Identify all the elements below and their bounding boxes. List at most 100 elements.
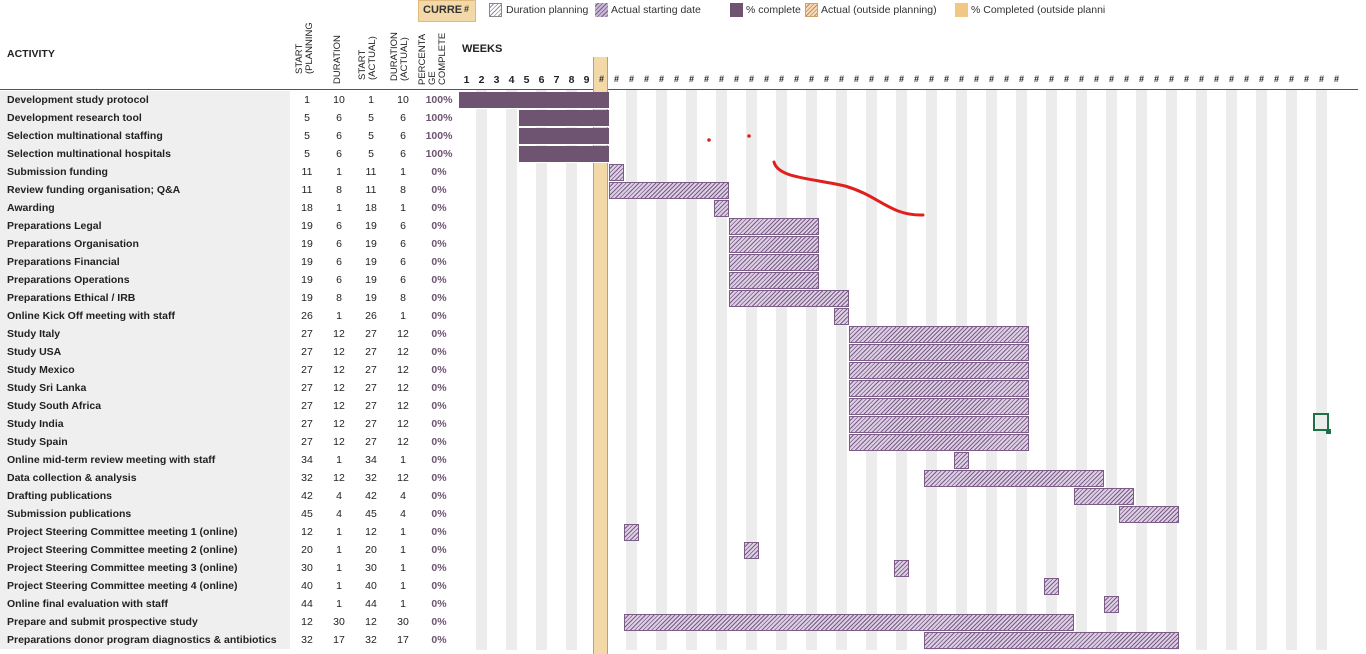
duration-cell[interactable]: 1 [336,166,342,178]
percent-complete-cell[interactable]: 0% [431,256,447,268]
duration-cell[interactable]: 1 [336,310,342,322]
activity-name-cell[interactable]: Project Steering Committee meeting 1 (on… [0,523,290,541]
duration-actual-cell[interactable]: 8 [400,292,406,304]
duration-actual-cell[interactable]: 17 [397,634,409,646]
start-planning-cell[interactable]: 42 [301,490,313,502]
duration-cell[interactable]: 1 [336,454,342,466]
duration-actual-cell[interactable]: 1 [400,544,406,556]
start-planning-cell[interactable]: 27 [301,364,313,376]
duration-actual-cell[interactable]: 1 [400,580,406,592]
start-actual-cell[interactable]: 27 [365,436,377,448]
duration-actual-cell[interactable]: 12 [397,418,409,430]
start-planning-cell[interactable]: 5 [304,112,310,124]
start-planning-cell[interactable]: 19 [301,256,313,268]
start-planning-cell[interactable]: 27 [301,436,313,448]
duration-cell[interactable]: 10 [333,94,345,106]
duration-cell[interactable]: 12 [333,328,345,340]
start-actual-cell[interactable]: 19 [365,256,377,268]
start-actual-cell[interactable]: 19 [365,238,377,250]
duration-actual-cell[interactable]: 1 [400,310,406,322]
duration-actual-cell[interactable]: 1 [400,166,406,178]
activity-name-cell[interactable]: Project Steering Committee meeting 4 (on… [0,577,290,595]
duration-actual-cell[interactable]: 6 [400,274,406,286]
activity-name-cell[interactable]: Data collection & analysis [0,469,290,487]
duration-actual-cell[interactable]: 4 [400,508,406,520]
duration-actual-cell[interactable]: 6 [400,112,406,124]
activity-name-cell[interactable]: Project Steering Committee meeting 3 (on… [0,559,290,577]
duration-cell[interactable]: 6 [336,130,342,142]
percent-complete-cell[interactable]: 100% [425,148,453,160]
activity-name-cell[interactable]: Study Spain [0,433,290,451]
percent-complete-cell[interactable]: 100% [425,130,453,142]
percent-complete-cell[interactable]: 0% [431,364,447,376]
duration-cell[interactable]: 8 [336,184,342,196]
duration-actual-cell[interactable]: 12 [397,346,409,358]
start-planning-cell[interactable]: 5 [304,148,310,160]
activity-name-cell[interactable]: Study India [0,415,290,433]
start-actual-cell[interactable]: 27 [365,364,377,376]
percent-complete-cell[interactable]: 0% [431,454,447,466]
start-planning-cell[interactable]: 34 [301,454,313,466]
duration-cell[interactable]: 12 [333,346,345,358]
activity-name-cell[interactable]: Selection multinational staffing [0,127,290,145]
duration-actual-cell[interactable]: 6 [400,130,406,142]
start-actual-cell[interactable]: 1 [368,94,374,106]
duration-actual-cell[interactable]: 1 [400,598,406,610]
activity-name-cell[interactable]: Drafting publications [0,487,290,505]
duration-cell[interactable]: 6 [336,256,342,268]
activity-name-cell[interactable]: Submission funding [0,163,290,181]
start-planning-cell[interactable]: 44 [301,598,313,610]
duration-cell[interactable]: 12 [333,418,345,430]
duration-cell[interactable]: 6 [336,238,342,250]
duration-cell[interactable]: 1 [336,202,342,214]
activity-name-cell[interactable]: Prepare and submit prospective study [0,613,290,631]
duration-cell[interactable]: 6 [336,112,342,124]
percent-complete-cell[interactable]: 0% [431,238,447,250]
start-planning-cell[interactable]: 27 [301,400,313,412]
start-actual-cell[interactable]: 27 [365,400,377,412]
start-planning-cell[interactable]: 27 [301,328,313,340]
activity-name-cell[interactable]: Awarding [0,199,290,217]
start-planning-cell[interactable]: 30 [301,562,313,574]
activity-name-cell[interactable]: Preparations donor program diagnostics &… [0,631,290,649]
percent-complete-cell[interactable]: 100% [425,112,453,124]
duration-cell[interactable]: 1 [336,580,342,592]
start-planning-cell[interactable]: 32 [301,472,313,484]
activity-name-cell[interactable]: Development study protocol [0,91,290,109]
duration-actual-cell[interactable]: 12 [397,328,409,340]
percent-complete-cell[interactable]: 0% [431,184,447,196]
percent-complete-cell[interactable]: 0% [431,292,447,304]
start-actual-cell[interactable]: 5 [368,112,374,124]
duration-actual-cell[interactable]: 6 [400,238,406,250]
start-actual-cell[interactable]: 20 [365,544,377,556]
start-actual-cell[interactable]: 32 [365,634,377,646]
activity-name-cell[interactable]: Online mid-term review meeting with staf… [0,451,290,469]
duration-cell[interactable]: 4 [336,490,342,502]
start-actual-cell[interactable]: 12 [365,526,377,538]
activity-name-cell[interactable]: Study Italy [0,325,290,343]
activity-name-cell[interactable]: Online final evaluation with staff [0,595,290,613]
percent-complete-cell[interactable]: 0% [431,346,447,358]
selected-cell[interactable] [1313,413,1329,431]
activity-name-cell[interactable]: Study Sri Lanka [0,379,290,397]
activity-name-cell[interactable]: Study USA [0,343,290,361]
duration-actual-cell[interactable]: 12 [397,382,409,394]
activity-name-cell[interactable]: Development research tool [0,109,290,127]
activity-name-cell[interactable]: Preparations Financial [0,253,290,271]
start-planning-cell[interactable]: 20 [301,544,313,556]
start-planning-cell[interactable]: 27 [301,382,313,394]
duration-cell[interactable]: 4 [336,508,342,520]
start-planning-cell[interactable]: 1 [304,94,310,106]
percent-complete-cell[interactable]: 0% [431,490,447,502]
start-actual-cell[interactable]: 19 [365,292,377,304]
activity-name-cell[interactable]: Selection multinational hospitals [0,145,290,163]
start-planning-cell[interactable]: 40 [301,580,313,592]
activity-name-cell[interactable]: Project Steering Committee meeting 2 (on… [0,541,290,559]
percent-complete-cell[interactable]: 100% [425,94,453,106]
activity-name-cell[interactable]: Study South Africa [0,397,290,415]
start-actual-cell[interactable]: 12 [365,616,377,628]
start-actual-cell[interactable]: 42 [365,490,377,502]
duration-cell[interactable]: 6 [336,220,342,232]
duration-cell[interactable]: 1 [336,562,342,574]
percent-complete-cell[interactable]: 0% [431,436,447,448]
